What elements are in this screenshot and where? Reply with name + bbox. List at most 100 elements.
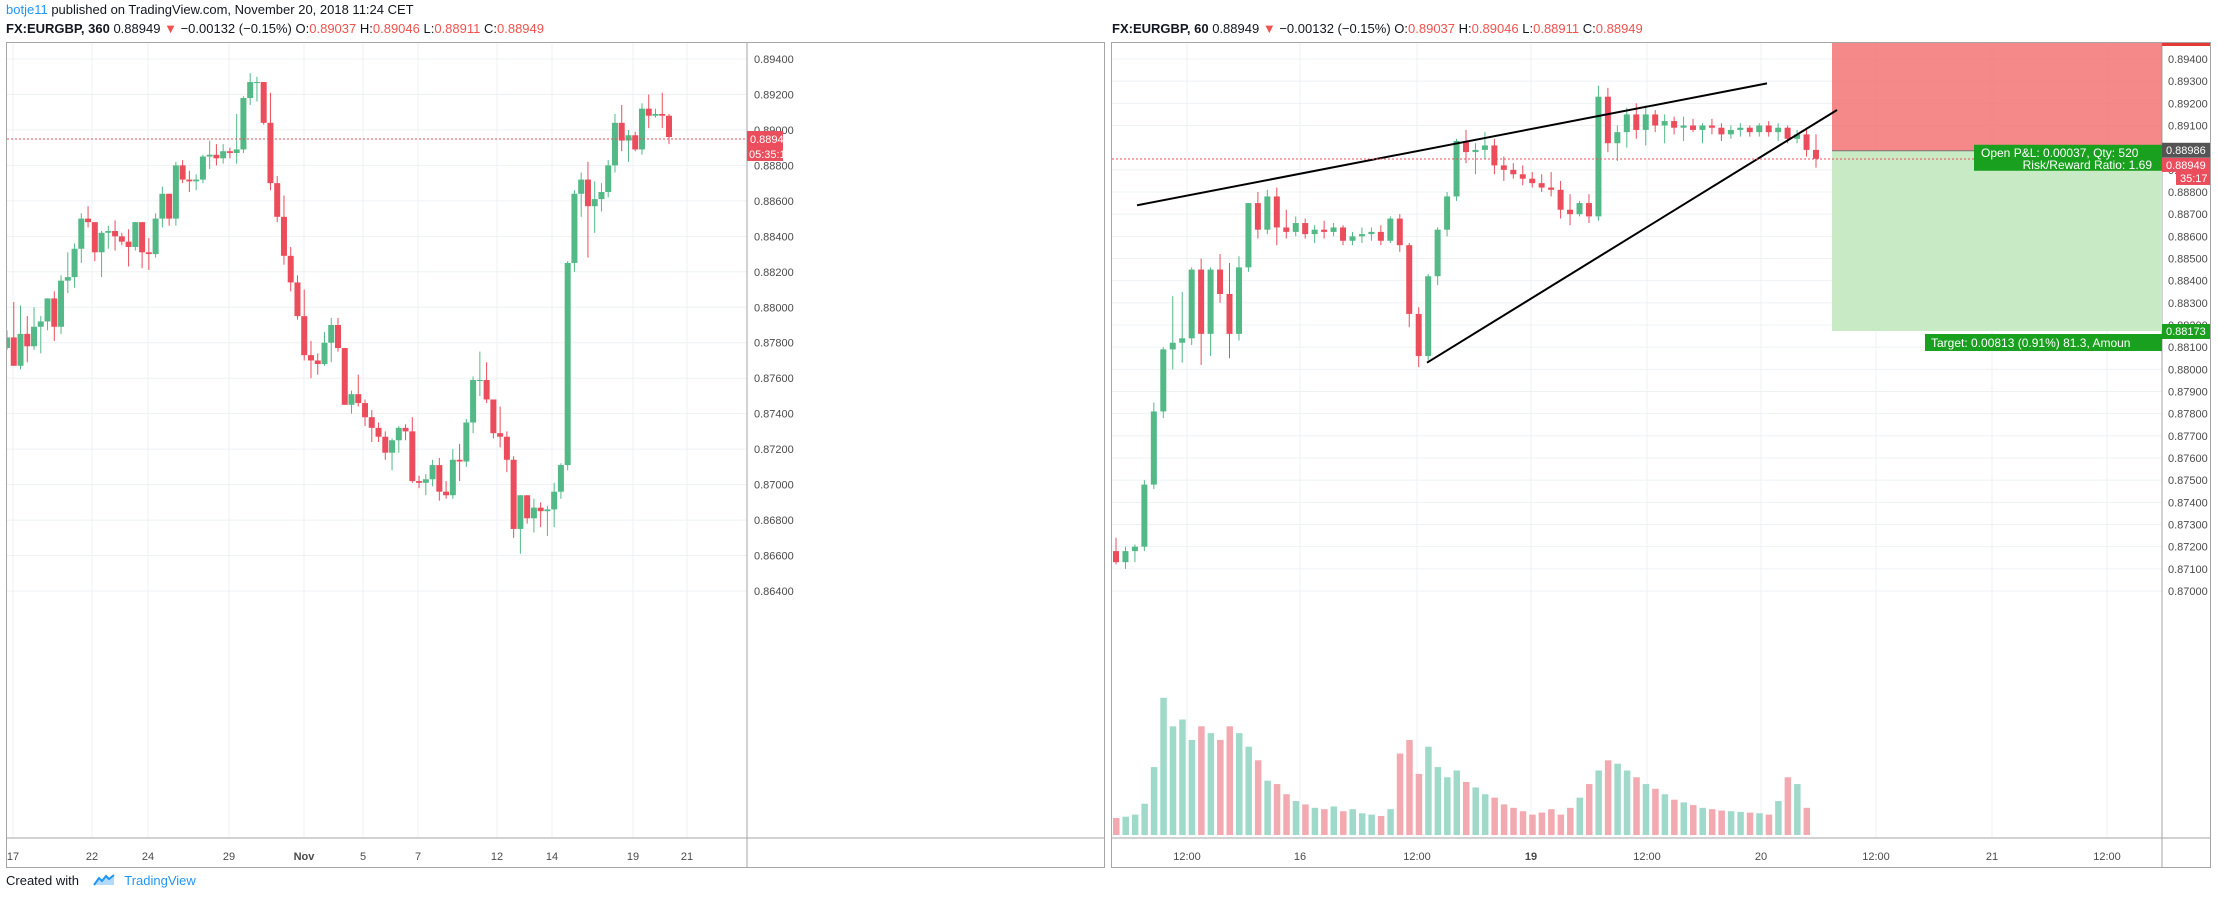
y-tick-label: 0.87400 xyxy=(2168,497,2208,509)
volume-bar xyxy=(1131,814,1139,835)
candle-body xyxy=(1141,484,1148,547)
y-tick-label: 0.88800 xyxy=(754,160,794,172)
candle-body xyxy=(1708,125,1715,128)
volume-bar xyxy=(1794,784,1801,835)
volume-bar xyxy=(1254,760,1262,835)
candle-body xyxy=(409,431,416,482)
y-tick-label: 0.87800 xyxy=(2168,409,2208,421)
x-tick-label: 12:00 xyxy=(2093,851,2121,863)
candle-body xyxy=(10,337,17,366)
candle-body xyxy=(503,436,510,460)
candle-body xyxy=(517,495,524,529)
right-symbol-legend: FX:EURGBP, 60 0.88949 ▼ −0.00132 (−0.15%… xyxy=(1112,21,1643,36)
down-arrow-icon: ▼ xyxy=(1262,21,1276,36)
stop-marker xyxy=(2162,43,2210,46)
volume-bar xyxy=(1538,812,1546,835)
candle-body xyxy=(1690,125,1697,130)
last-price-tag xyxy=(747,130,783,147)
candle-body xyxy=(1396,218,1403,246)
candle-body xyxy=(1463,141,1469,153)
candle-body xyxy=(1585,203,1592,217)
target-zone xyxy=(1832,150,2162,331)
candle-body xyxy=(1604,96,1611,144)
volume-bar xyxy=(1377,815,1385,835)
volume-bar xyxy=(1500,804,1508,835)
volume-bar xyxy=(1557,814,1565,835)
candle-body xyxy=(159,193,166,219)
x-tick-label: Nov xyxy=(294,851,316,863)
down-arrow-icon: ▼ xyxy=(164,21,177,36)
left-chart-panel[interactable]: 0.89400 0.89200 0.89000 0.88800 0.88600 0.884… xyxy=(6,42,1105,868)
volume-bar xyxy=(1519,811,1527,835)
y-tick-label: 0.87400 xyxy=(754,409,794,421)
candle-body xyxy=(17,333,24,366)
candle-body xyxy=(645,108,652,116)
volume-bar xyxy=(1245,746,1252,835)
candle-body xyxy=(328,325,335,343)
candle-body xyxy=(1321,229,1328,232)
candle-body xyxy=(476,379,483,381)
candle-body xyxy=(105,231,112,233)
candle-body xyxy=(1538,183,1545,188)
candle-body xyxy=(1699,125,1706,130)
volume-bar xyxy=(1737,811,1744,835)
candle-body xyxy=(1633,114,1640,130)
candle-body xyxy=(611,122,618,166)
candle-body xyxy=(193,179,200,182)
candle-body xyxy=(1169,342,1176,350)
candle-body xyxy=(537,507,544,512)
candle-body xyxy=(1330,227,1337,232)
candle-body xyxy=(659,113,666,116)
candle-body xyxy=(287,255,294,283)
volume-bar xyxy=(1718,810,1725,835)
tradingview-link[interactable]: TradingView xyxy=(124,873,196,888)
target-box xyxy=(1925,333,2162,351)
volume-bar xyxy=(1198,726,1205,835)
left-last: 0.88949 xyxy=(113,21,161,36)
y-tick-label: 0.87600 xyxy=(2168,453,2208,465)
candle-body xyxy=(1131,546,1138,552)
candle-body xyxy=(78,218,85,249)
left-high: 0.89046 xyxy=(372,21,420,36)
risk-reward-label: Risk/Reward Ratio: 1.69 xyxy=(2023,158,2153,172)
volume-bar xyxy=(1576,797,1584,835)
left-chart-svg[interactable]: 0.894000.892000.890000.888000.886000.884… xyxy=(7,43,1104,867)
footer: Created with TradingView xyxy=(6,873,196,888)
y-tick-label: 0.87700 xyxy=(2168,431,2208,443)
candle-body xyxy=(490,399,497,434)
candle-body xyxy=(1207,269,1214,334)
volume-bar xyxy=(1699,807,1706,835)
volume-bar xyxy=(1690,805,1697,835)
candle-body xyxy=(348,394,355,405)
candle-body xyxy=(1254,203,1261,230)
volume-bar xyxy=(1463,782,1470,835)
left-symbol: FX:EURGBP, 360 xyxy=(6,21,110,36)
left-low: 0.88911 xyxy=(434,21,481,36)
volume-bar xyxy=(1453,770,1461,835)
y-tick-label: 0.87200 xyxy=(2168,542,2208,554)
candle-body xyxy=(638,108,645,150)
candle-body xyxy=(1273,196,1280,228)
candle-body xyxy=(31,326,38,347)
volume-bar xyxy=(1548,809,1555,835)
right-chart-panel[interactable]: 0.894000.893000.892000.891000.889000.888… xyxy=(1111,42,2211,868)
candle-body xyxy=(166,193,173,219)
x-tick-label: 21 xyxy=(681,851,693,863)
volume-bar xyxy=(1387,809,1394,835)
countdown-tag xyxy=(747,146,783,161)
left-change: −0.00132 (−0.15%) xyxy=(180,21,292,36)
candle-body xyxy=(1453,141,1460,197)
author-link[interactable]: botje11 xyxy=(6,2,48,17)
volume-bar xyxy=(1604,760,1612,835)
candle-body xyxy=(605,165,612,192)
candle-body xyxy=(1358,234,1365,237)
volume-bar xyxy=(1661,794,1669,835)
left-open: 0.89037 xyxy=(309,21,357,36)
candle-body xyxy=(530,507,537,519)
candle-body xyxy=(1387,218,1394,241)
right-chart-svg[interactable]: 0.894000.893000.892000.891000.889000.888… xyxy=(1112,43,2210,867)
y-tick-label: 0.89400 xyxy=(754,54,794,66)
volume-bar xyxy=(1160,697,1167,835)
volume-bar xyxy=(1803,807,1811,835)
entry-price-label: 0.88986 xyxy=(2166,145,2206,157)
